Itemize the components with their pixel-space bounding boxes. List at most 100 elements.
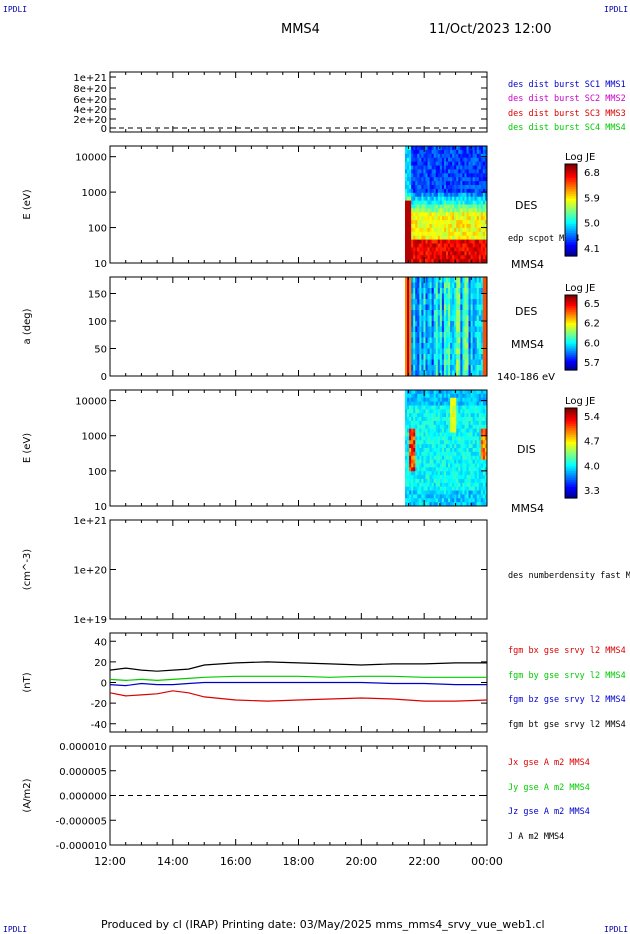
dis-energy-pixel [478, 432, 482, 437]
dis-energy-pixel [417, 424, 420, 430]
des-pitch-pixel [476, 359, 480, 366]
dis-energy-pixel [431, 390, 435, 395]
dis-energy-pixel [427, 397, 431, 403]
des-energy-pixel [433, 161, 437, 166]
des-energy-pixel [478, 208, 482, 213]
des-energy-pixel [443, 153, 447, 159]
des-energy-pixel [421, 212, 424, 217]
des-energy-pixel [466, 185, 470, 190]
dis-energy-pixel [417, 417, 420, 422]
des-energy-pixel [417, 204, 420, 209]
des-energy-pixel [448, 220, 451, 225]
des-pitch-pixel [411, 321, 414, 327]
des-pitch-pixel [448, 321, 451, 327]
dis-energy-pixel [425, 440, 429, 445]
panel-2-colorbar-tick: 4.1 [584, 244, 600, 255]
dis-energy-pixel [472, 428, 476, 434]
des-pitch-pixel [468, 288, 472, 294]
des-pitch-pixel [435, 337, 439, 344]
panel-4-colorbar-segment [565, 408, 577, 411]
panel-4-colorbar-segment [565, 455, 577, 459]
des-energy-pixel [456, 192, 459, 198]
des-energy-pixel [405, 247, 408, 252]
dis-energy-pixel [423, 393, 426, 399]
des-pitch-pixel [464, 288, 467, 294]
dis-energy-pixel [474, 393, 478, 399]
dis-energy-pixel [435, 390, 439, 395]
des-energy-pixel [407, 224, 410, 229]
dis-energy-pixel [476, 475, 480, 480]
dis-energy-pixel [454, 413, 457, 418]
panel-6-y-tick-label: 40 [94, 637, 107, 648]
dis-energy-pixel [435, 502, 439, 507]
des-pitch-pixel [437, 304, 441, 311]
des-energy-pixel [446, 181, 449, 186]
des-energy-pixel [464, 165, 467, 170]
des-energy-pixel [427, 192, 431, 198]
des-energy-pixel [409, 239, 412, 244]
des-energy-pixel [460, 149, 463, 155]
dis-energy-pixel [443, 393, 447, 399]
des-pitch-pixel [433, 326, 437, 333]
des-pitch-pixel [423, 337, 426, 344]
time-axis-label: 22:00 [408, 855, 440, 868]
des-energy-pixel [466, 200, 470, 205]
dis-energy-pixel [415, 390, 418, 395]
des-energy-pixel [460, 220, 463, 225]
des-energy-pixel [411, 212, 414, 217]
des-energy-pixel [437, 185, 441, 190]
dis-energy-pixel [458, 393, 461, 399]
des-pitch-pixel [446, 293, 449, 300]
des-energy-pixel [443, 157, 447, 163]
des-energy-pixel [482, 239, 486, 244]
des-energy-pixel [435, 188, 439, 194]
des-energy-pixel [441, 243, 445, 248]
dis-energy-pixel [480, 436, 484, 441]
des-energy-pixel [431, 188, 435, 194]
dis-energy-pixel [472, 494, 476, 499]
dis-energy-pixel [433, 459, 437, 464]
des-energy-pixel [472, 208, 476, 213]
dis-energy-pixel [427, 432, 431, 437]
dis-energy-pixel [415, 455, 418, 461]
panel-4-colorbar-segment [565, 475, 577, 479]
des-energy-pixel [407, 185, 410, 190]
dis-energy-pixel [411, 409, 414, 414]
des-pitch-pixel [484, 343, 488, 349]
des-pitch-pixel [464, 354, 467, 360]
panel-1-legend-entry: des dist burst SC1 MMS1 [508, 80, 626, 90]
corner-label-top-right: IPDLI [604, 5, 629, 14]
des-energy-pixel [413, 235, 416, 241]
des-energy-pixel [452, 185, 455, 190]
des-pitch-pixel [460, 277, 463, 283]
des-energy-pixel [413, 247, 416, 252]
dis-energy-pixel [466, 440, 470, 445]
des-energy-pixel [468, 169, 472, 174]
panel-3-colorbar-segment [565, 353, 577, 356]
dis-energy-pixel [419, 444, 422, 449]
dis-energy-pixel [470, 393, 474, 399]
panel-4-colorbar-segment [565, 482, 577, 486]
panel-1-y-tick-label: 8e+20 [73, 84, 107, 95]
dis-energy-pixel [454, 475, 457, 480]
des-energy-pixel [407, 231, 410, 237]
des-pitch-pixel [468, 326, 472, 333]
dis-energy-pixel [454, 436, 457, 441]
des-energy-pixel [474, 251, 478, 256]
des-energy-pixel [431, 204, 435, 209]
dis-energy-pixel [411, 390, 414, 395]
des-energy-pixel [425, 165, 429, 170]
dis-energy-pixel [427, 440, 431, 445]
des-energy-pixel [470, 169, 474, 174]
des-energy-pixel [458, 255, 461, 260]
des-pitch-pixel [415, 332, 418, 338]
dis-energy-pixel [452, 409, 455, 414]
des-pitch-pixel [462, 365, 465, 371]
des-pitch-pixel [446, 370, 449, 377]
des-energy-pixel [441, 181, 445, 186]
des-energy-pixel [409, 227, 412, 233]
des-pitch-pixel [427, 326, 431, 333]
des-energy-pixel [407, 208, 410, 213]
des-pitch-pixel [413, 337, 416, 344]
des-energy-pixel [411, 169, 414, 174]
